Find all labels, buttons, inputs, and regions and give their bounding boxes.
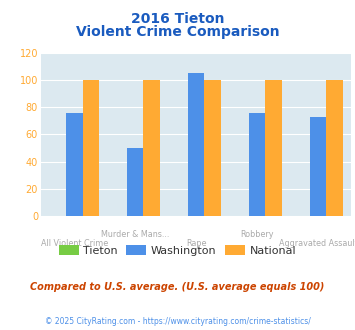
Text: Compared to U.S. average. (U.S. average equals 100): Compared to U.S. average. (U.S. average … [30, 282, 325, 292]
Bar [310, 117, 326, 216]
Legend: Tieton, Washington, National: Tieton, Washington, National [54, 241, 301, 260]
Bar [188, 73, 204, 216]
Bar [204, 80, 221, 216]
Bar [326, 80, 343, 216]
Text: Aggravated Assault: Aggravated Assault [279, 239, 355, 248]
Text: Murder & Mans...: Murder & Mans... [101, 230, 169, 239]
Bar [265, 80, 282, 216]
Text: 2016 Tieton: 2016 Tieton [131, 12, 224, 25]
Bar [249, 113, 265, 216]
Text: Violent Crime Comparison: Violent Crime Comparison [76, 25, 279, 39]
Bar [127, 148, 143, 216]
Text: Robbery: Robbery [240, 230, 274, 239]
Text: All Violent Crime: All Violent Crime [41, 239, 108, 248]
Bar [143, 80, 160, 216]
Text: Rape: Rape [186, 239, 206, 248]
Text: © 2025 CityRating.com - https://www.cityrating.com/crime-statistics/: © 2025 CityRating.com - https://www.city… [45, 317, 310, 326]
Bar [66, 113, 83, 216]
Bar [83, 80, 99, 216]
